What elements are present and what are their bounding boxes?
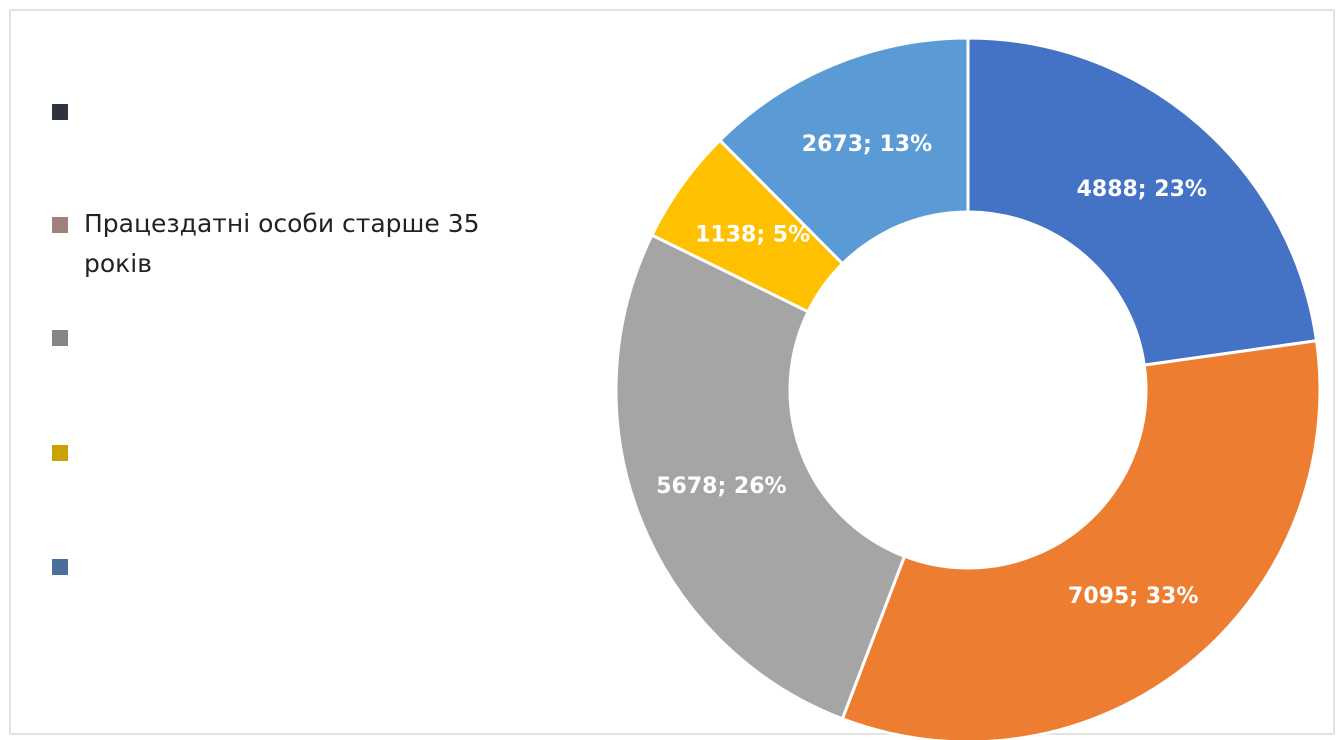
legend-label: Працездатні особи старше 35 років bbox=[84, 209, 480, 278]
data-label: 5678; 26% bbox=[656, 474, 786, 499]
data-label: 7095; 33% bbox=[1068, 584, 1198, 609]
donut-slice bbox=[966, 36, 1319, 367]
legend-marker bbox=[52, 104, 68, 120]
donut-slice bbox=[717, 36, 970, 266]
data-label: 4888; 23% bbox=[1077, 177, 1207, 202]
data-label: 1138; 5% bbox=[695, 223, 810, 248]
legend-marker bbox=[52, 445, 68, 461]
data-label: 2673; 13% bbox=[802, 132, 932, 157]
legend-marker bbox=[52, 217, 68, 233]
legend-marker bbox=[52, 559, 68, 575]
legend-marker bbox=[52, 330, 68, 346]
donut-slice bbox=[840, 339, 1322, 740]
donut-slice bbox=[614, 233, 907, 721]
